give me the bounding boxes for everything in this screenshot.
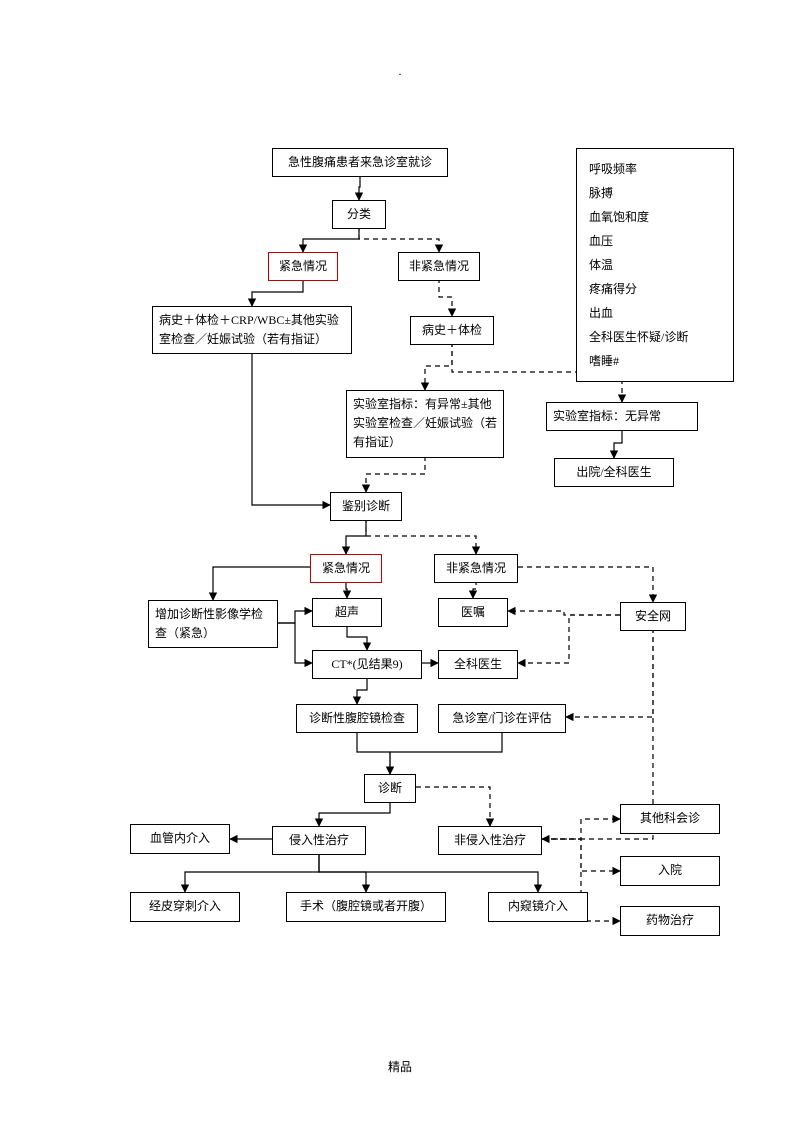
flowchart-node: 医嘱 [438,598,508,627]
flowchart-edge [439,278,452,316]
flowchart-edge [357,676,367,704]
flowchart-node: 血管内介入 [130,824,230,854]
flowchart-edge [542,839,620,871]
flowchart-edge [566,628,653,717]
legend-item: 血氧饱和度 [589,205,721,229]
flowchart-node: 内窥镜介入 [488,892,588,922]
flowchart-edge [213,567,310,600]
flowchart-edge [278,611,312,623]
flowchart-node: 急性腹痛患者来急诊室就诊 [272,148,448,177]
flowchart-edge [416,787,490,826]
flowchart-node: 病史＋体检＋CRP/WBC±其他实验室检查／妊娠试验（若有指证） [152,306,352,354]
flowchart-edge [366,456,425,492]
legend-item: 体温 [589,253,721,277]
flowchart-edge [508,611,620,615]
flowchart-node: 入院 [620,856,720,886]
legend-item: 呼吸频率 [589,157,721,181]
flowchart-node: 出院/全科医生 [554,458,674,487]
legend-item: 血压 [589,229,721,253]
flowchart-edge [278,623,312,663]
flowchart-node: 鉴别诊断 [330,492,402,521]
flowchart-node: 诊断 [364,774,416,803]
flowchart-node: 实验室指标：无异常 [546,402,698,431]
flowchart-node: 急诊室/门诊在评估 [438,704,566,733]
flowchart-edge [252,352,330,505]
flowchart-node: 分类 [332,200,386,229]
flowchart-node: CT*(见结果9) [312,650,422,679]
flowchart-node: 药物治疗 [620,906,720,936]
flowchart-node: 全科医生 [438,650,518,679]
flowchart-edge [518,615,620,663]
flowchart-node: 紧急情况 [268,252,338,281]
flowchart-node: 超声 [312,598,382,627]
flowchart-edge [319,800,390,826]
legend-item: 出血 [589,301,721,325]
legend-item: 疼痛得分 [589,277,721,301]
flowchart-edge [319,852,366,892]
page-top-mark: . [0,64,800,79]
flowchart-edge [518,567,653,602]
flowchart-node: 诊断性腹腔镜检查 [296,704,418,733]
flowchart-edge [359,226,439,252]
flowchart-edge [359,174,360,200]
legend-box: 呼吸频率脉搏血氧饱和度血压体温疼痛得分出血全科医生怀疑/诊断嗜睡# [576,148,734,382]
flowchart-edge [347,624,367,650]
flowchart-node: 非紧急情况 [434,554,518,583]
legend-item: 脉搏 [589,181,721,205]
flowchart-node: 实验室指标：有异常±其他实验室检查／妊娠试验（若有指证） [346,390,504,458]
flowchart-edge [303,226,359,252]
flowchart-node: 紧急情况 [310,554,382,583]
flowchart-edge [542,819,620,839]
flowchart-node: 非侵入性治疗 [438,826,542,855]
flowchart-node: 其他科会诊 [620,804,720,834]
flowchart-node: 侵入性治疗 [272,826,366,855]
page-footer: 精品 [0,1058,800,1075]
flowchart-node: 非紧急情况 [398,252,480,281]
flowchart-node: 经皮穿刺介入 [130,892,240,922]
flowchart-node: 增加诊断性影像学检查（紧急） [148,600,278,648]
flowchart-edge [252,278,303,306]
flowchart-node: 安全网 [620,602,686,631]
flowchart-edge [390,730,502,774]
flowchart-edge [357,730,390,774]
legend-item: 全科医生怀疑/诊断 [589,325,721,349]
flowchart-edge [319,852,538,892]
flowchart-edge [614,428,622,458]
legend-item: 嗜睡# [589,349,721,373]
flowchart-edge [346,518,366,554]
flowchart-edge [425,342,452,390]
flowchart-node: 手术（腹腔镜或者开腹） [286,892,446,922]
flowchart-node: 病史＋体检 [410,316,494,345]
flowchart-edge [185,852,319,892]
flowchart-edge [366,518,476,554]
flowchart-canvas: . 精品 急性腹痛患者来急诊室就诊分类紧急情况非紧急情况病史＋体检＋CRP/WB… [0,0,800,1132]
